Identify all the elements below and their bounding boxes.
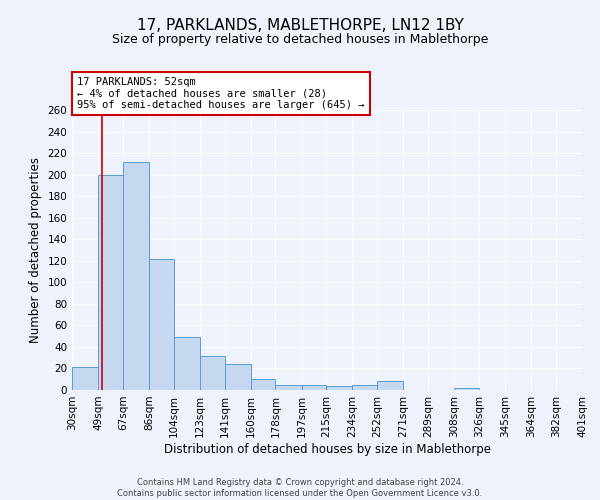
- Bar: [251, 379, 275, 390]
- Bar: [352, 384, 377, 390]
- Text: 17, PARKLANDS, MABLETHORPE, LN12 1BY: 17, PARKLANDS, MABLETHORPE, LN12 1BY: [137, 18, 463, 32]
- Text: Contains HM Land Registry data © Crown copyright and database right 2024.
Contai: Contains HM Land Registry data © Crown c…: [118, 478, 482, 498]
- Bar: [454, 388, 479, 390]
- Bar: [582, 388, 600, 390]
- Bar: [275, 384, 302, 390]
- Bar: [123, 162, 149, 390]
- Bar: [224, 364, 251, 390]
- Bar: [326, 386, 352, 390]
- Bar: [377, 382, 403, 390]
- Bar: [72, 368, 98, 390]
- Bar: [174, 337, 200, 390]
- Text: 17 PARKLANDS: 52sqm
← 4% of detached houses are smaller (28)
95% of semi-detache: 17 PARKLANDS: 52sqm ← 4% of detached hou…: [77, 77, 365, 110]
- Bar: [302, 384, 326, 390]
- Bar: [200, 356, 224, 390]
- Y-axis label: Number of detached properties: Number of detached properties: [29, 157, 42, 343]
- X-axis label: Distribution of detached houses by size in Mablethorpe: Distribution of detached houses by size …: [163, 442, 491, 456]
- Text: Size of property relative to detached houses in Mablethorpe: Size of property relative to detached ho…: [112, 32, 488, 46]
- Bar: [98, 174, 123, 390]
- Bar: [149, 258, 174, 390]
